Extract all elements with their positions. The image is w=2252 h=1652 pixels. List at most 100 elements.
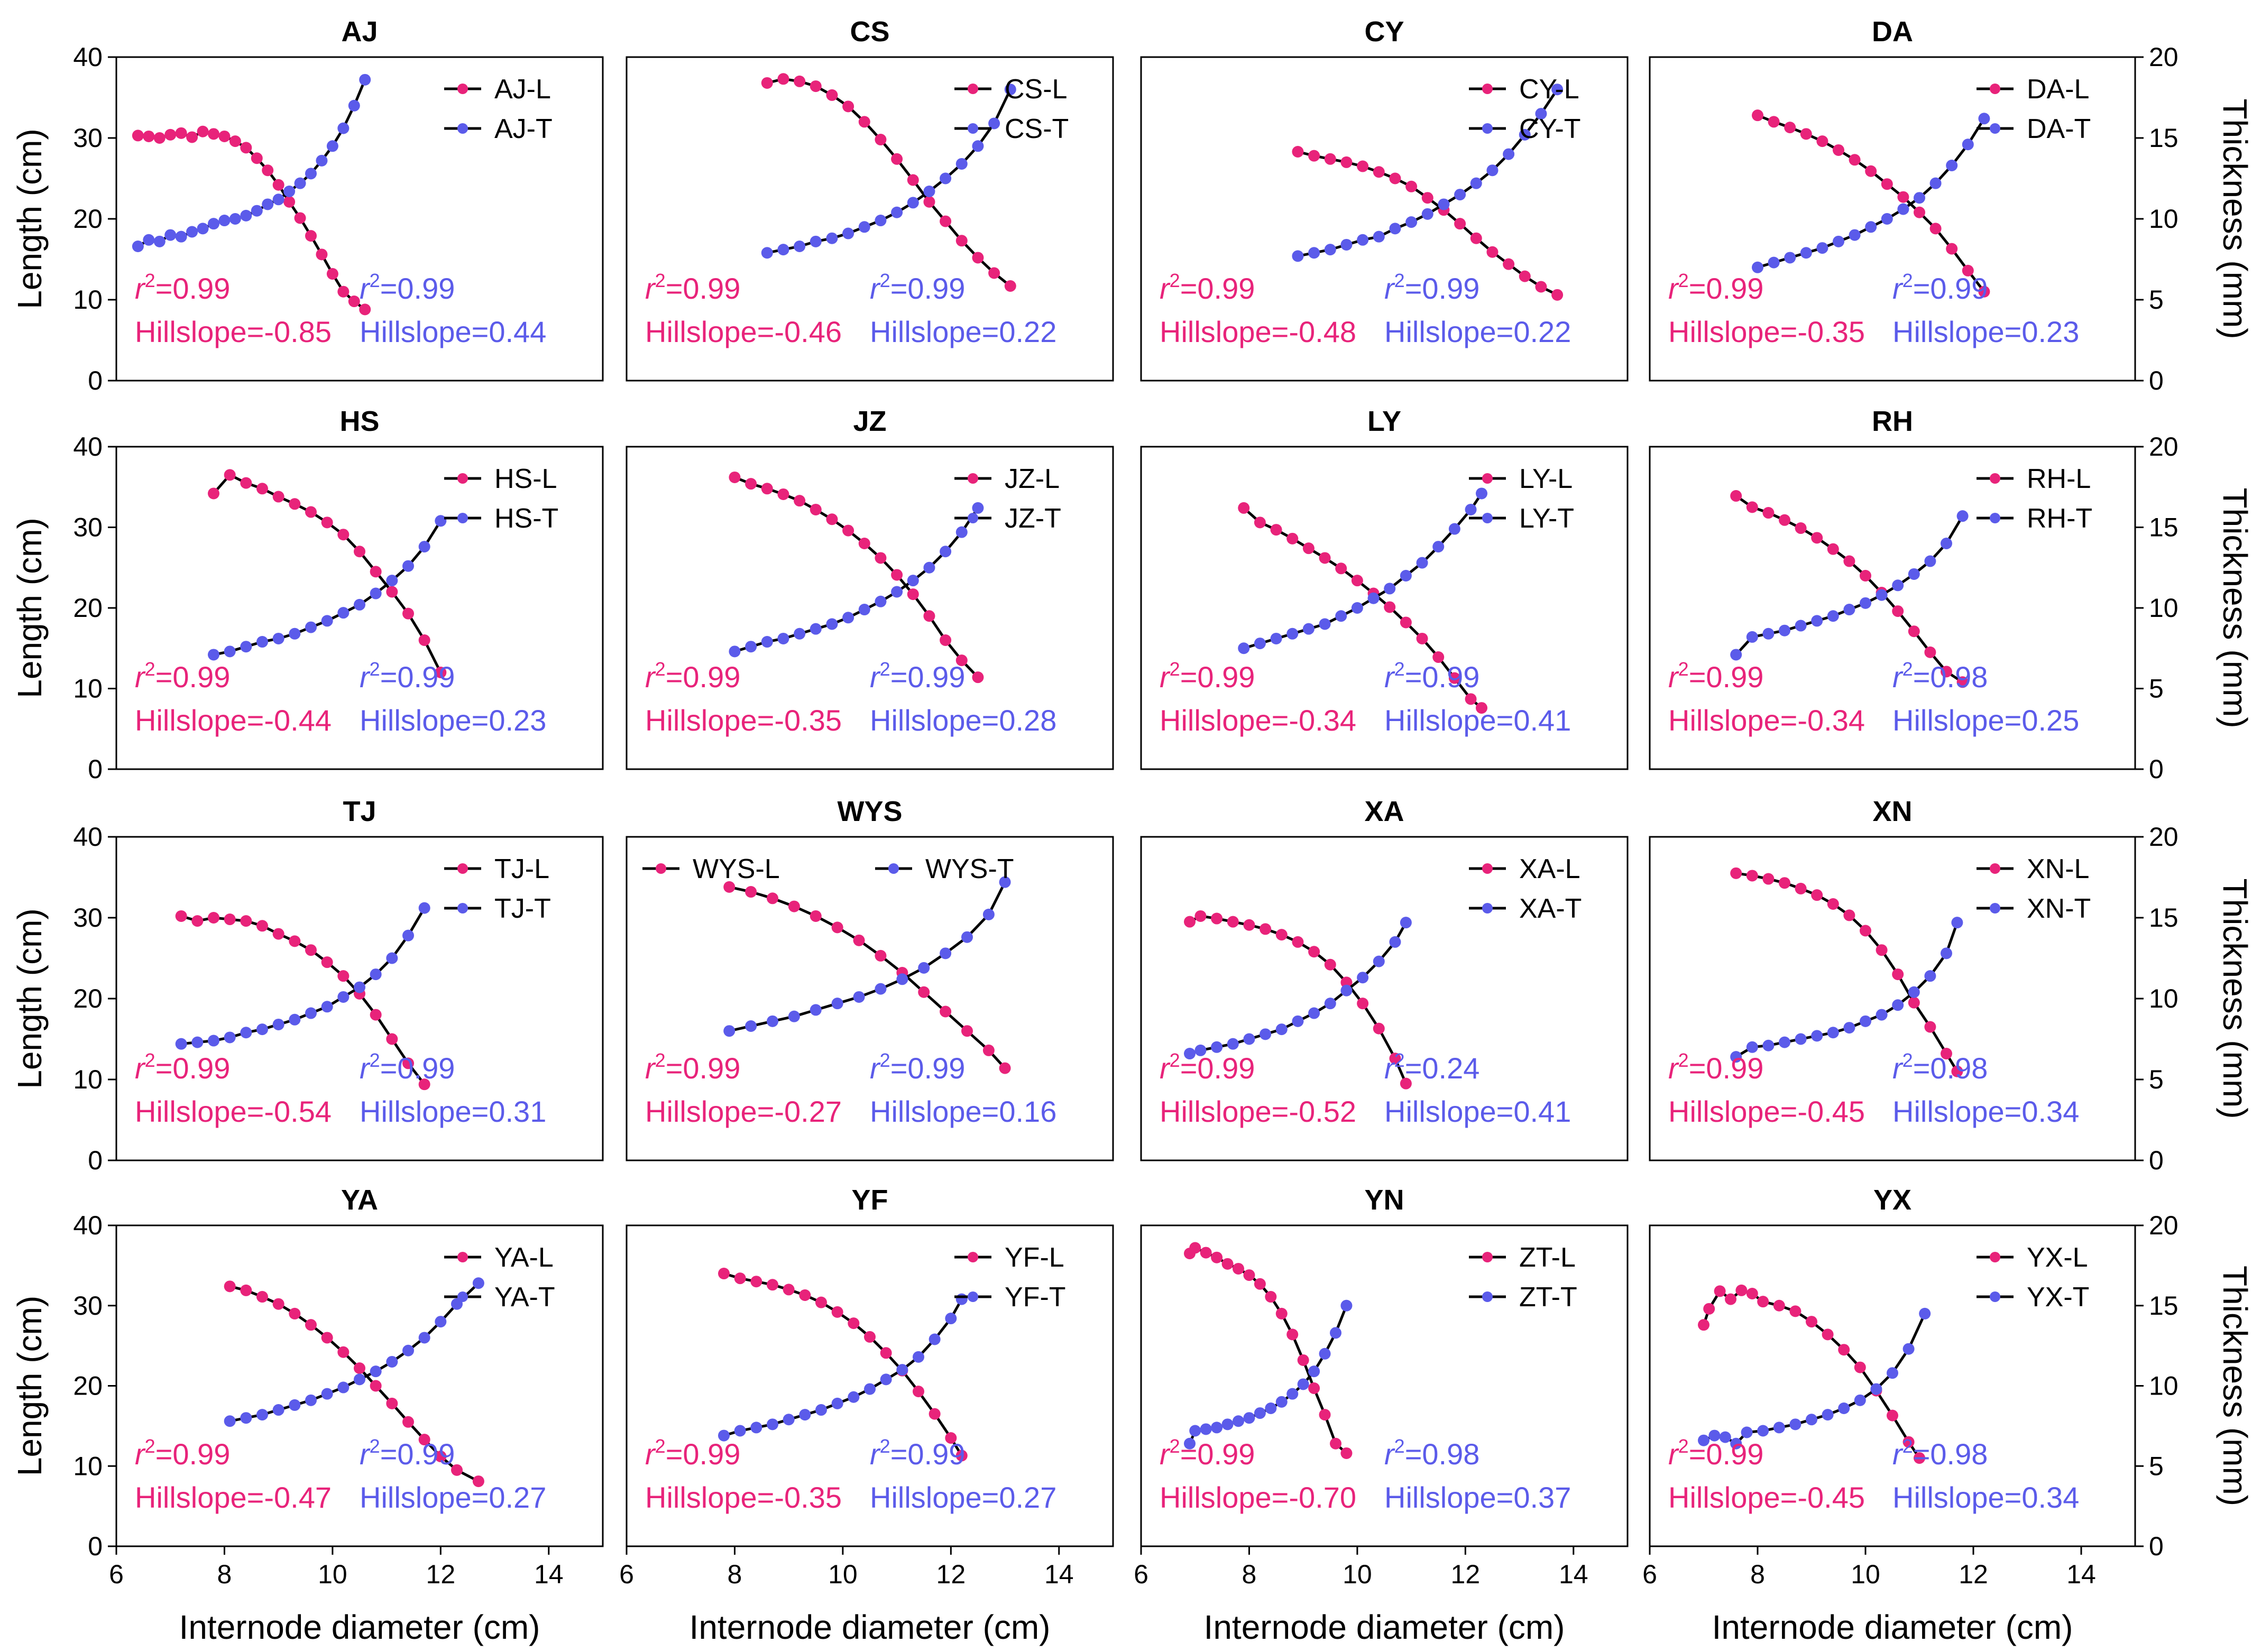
r2-value: =0.99 — [1180, 272, 1255, 305]
data-point-xn-t — [1951, 917, 1963, 929]
data-point-jz-t — [972, 502, 984, 514]
data-point-yf-t — [734, 1425, 746, 1437]
data-point-jz-t — [891, 586, 903, 598]
data-point-rh-t — [1892, 579, 1904, 592]
data-point-da-t — [1881, 213, 1893, 225]
data-point-tj-l — [240, 915, 252, 927]
x-tick-label: 8 — [1750, 1559, 1765, 1589]
x-tick-label: 14 — [2066, 1559, 2096, 1589]
data-point-aj-l — [326, 268, 338, 280]
data-point-jz-t — [858, 604, 870, 616]
r2-superscript: 2 — [1394, 658, 1405, 680]
legend-marker — [1482, 1252, 1493, 1262]
data-point-xa-t — [1324, 998, 1336, 1010]
data-point-xn-l — [1827, 898, 1839, 910]
r2-superscript: 2 — [1902, 270, 1913, 291]
r2-symbol: r — [870, 660, 881, 694]
data-point-hs-t — [418, 541, 430, 553]
data-point-wys-l — [831, 921, 843, 934]
data-point-yf-t — [864, 1383, 876, 1395]
data-point-zt-l — [1275, 1307, 1288, 1319]
r2-symbol: r — [645, 1437, 656, 1471]
r2-value: =0.99 — [1180, 660, 1255, 694]
data-point-xa-t — [1184, 1048, 1196, 1060]
data-point-yf-t — [718, 1429, 730, 1442]
legend-marker — [968, 123, 978, 134]
fit-curve-yf-t — [723, 1298, 963, 1437]
data-point-ya-t — [402, 1344, 414, 1356]
data-point-cs-t — [891, 206, 903, 218]
data-point-wys-t — [896, 973, 908, 985]
r2-superscript: 2 — [370, 270, 380, 291]
data-point-wys-l — [999, 1062, 1011, 1074]
data-point-aj-t — [326, 140, 338, 152]
r2-superscript: 2 — [1678, 658, 1689, 680]
data-point-yf-t — [815, 1404, 827, 1416]
data-point-jz-t — [875, 595, 887, 607]
data-point-xa-t — [1260, 1028, 1272, 1040]
data-point-xa-t — [1340, 984, 1353, 996]
r2-label: r2=0.99 — [1384, 270, 1479, 305]
r2-label: r2=0.99 — [870, 1435, 965, 1471]
data-point-wys-l — [875, 949, 887, 962]
data-point-rh-t — [1876, 589, 1888, 601]
y-left-tick-label: 0 — [88, 1531, 103, 1561]
data-point-tj-t — [256, 1023, 268, 1036]
data-point-cs-t — [794, 241, 806, 253]
data-point-cs-l — [761, 77, 773, 89]
x-tick-label: 10 — [828, 1559, 858, 1589]
data-point-rh-t — [1941, 538, 1952, 549]
data-point-ya-t — [272, 1404, 284, 1416]
data-point-cs-l — [923, 196, 935, 208]
r2-symbol: r — [1160, 660, 1171, 694]
data-point-yx-l — [1902, 1436, 1915, 1448]
data-point-xa-t — [1292, 1015, 1304, 1027]
x-axis-label: Internode diameter (cm) — [690, 1608, 1051, 1646]
data-point-rh-t — [1730, 649, 1742, 661]
data-point-tj-l — [305, 944, 317, 956]
data-point-ya-l — [354, 1362, 365, 1374]
data-point-hs-l — [272, 491, 284, 503]
data-point-ly-t — [1270, 632, 1282, 644]
data-point-aj-l — [164, 128, 177, 141]
data-point-aj-l — [132, 130, 144, 142]
chart-panel-ya: YA 0 10 20 30 40 Length (cm) 6 8 10 12 14 Internode … — [11, 1184, 604, 1646]
r2-superscript: 2 — [655, 270, 666, 291]
data-point-rh-l — [1924, 646, 1936, 658]
data-point-wys-l — [918, 986, 930, 998]
data-point-rh-l — [1730, 490, 1742, 502]
data-point-xn-t — [1730, 1051, 1742, 1063]
hillslope-label: Hillslope=-0.35 — [645, 1481, 842, 1514]
data-point-yx-t — [1708, 1429, 1721, 1442]
y-left-tick-label: 0 — [88, 1146, 103, 1175]
data-point-yx-t — [1854, 1394, 1866, 1406]
data-point-ly-t — [1319, 618, 1331, 630]
data-point-yx-t — [1822, 1409, 1834, 1421]
data-point-cy-l — [1292, 146, 1304, 158]
data-point-xn-l — [1892, 968, 1904, 981]
data-point-xn-l — [1941, 1048, 1952, 1060]
data-point-hs-l — [208, 487, 219, 500]
data-point-xa-l — [1194, 910, 1207, 922]
legend-marker — [1482, 863, 1493, 874]
y-right-tick-label: 15 — [2149, 513, 2179, 542]
y-right-axis-label: Thickness (mm) — [2216, 487, 2252, 728]
panel-title: TJ — [343, 796, 376, 827]
data-point-wys-t — [961, 931, 973, 943]
data-point-ya-t — [240, 1412, 252, 1424]
hillslope-label: Hillslope=-0.44 — [135, 704, 332, 737]
data-point-tj-t — [386, 952, 398, 964]
data-point-hs-l — [337, 529, 350, 541]
data-point-ly-l — [1238, 502, 1250, 514]
data-point-rh-t — [1779, 624, 1790, 636]
data-point-cy-t — [1551, 84, 1564, 96]
data-point-xa-l — [1389, 1053, 1401, 1065]
r2-superscript: 2 — [1902, 658, 1913, 680]
r2-superscript: 2 — [1678, 1049, 1689, 1071]
y-left-tick-label: 0 — [88, 366, 103, 395]
data-point-hs-t — [240, 641, 252, 653]
panel-title: AJ — [341, 16, 378, 48]
data-point-yx-l — [1698, 1319, 1709, 1331]
